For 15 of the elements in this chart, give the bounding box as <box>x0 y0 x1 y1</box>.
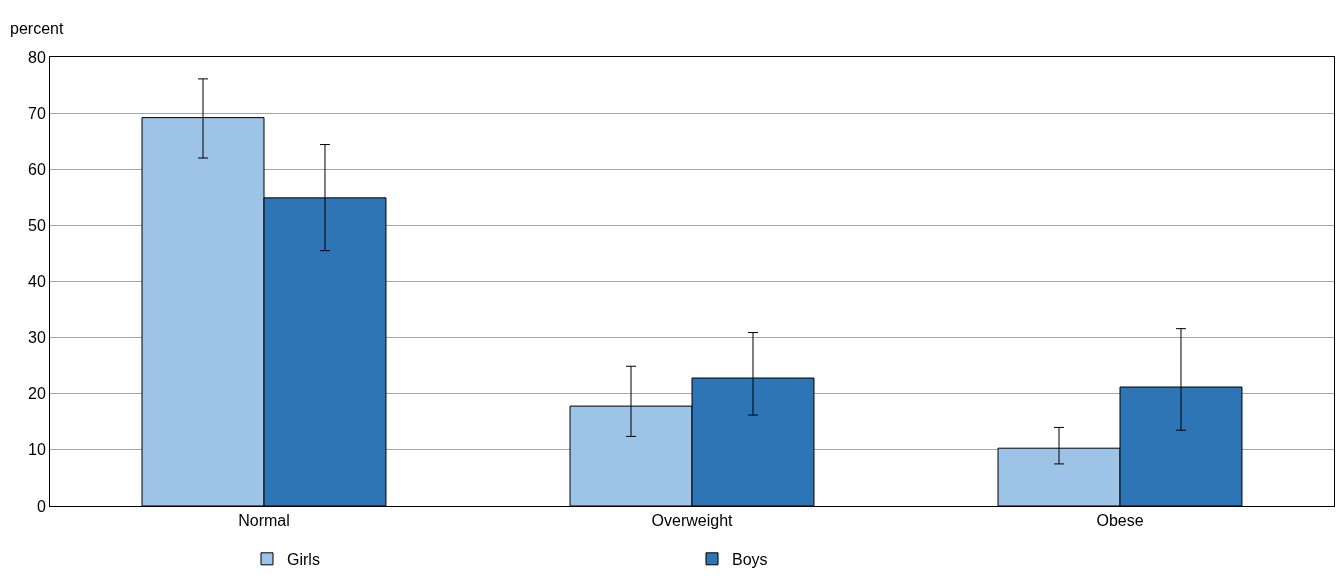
x-tick-label: Normal <box>238 512 290 530</box>
y-tick-label: 30 <box>28 329 46 347</box>
y-tick-label: 40 <box>28 273 46 291</box>
y-tick-label: 10 <box>28 441 46 459</box>
y-tick-label: 80 <box>28 48 46 66</box>
legend-label: Boys <box>732 551 768 569</box>
y-axis-title: percent <box>10 20 64 37</box>
x-tick-label: Obese <box>1096 512 1144 530</box>
y-tick-label: 50 <box>28 216 46 234</box>
y-tick-label: 60 <box>28 160 46 178</box>
y-tick-label: 70 <box>28 104 46 122</box>
legend-label: Girls <box>287 551 320 569</box>
y-tick-label: 20 <box>28 385 46 403</box>
x-tick-label: Overweight <box>651 512 734 530</box>
y-tick-label: 0 <box>36 497 46 515</box>
